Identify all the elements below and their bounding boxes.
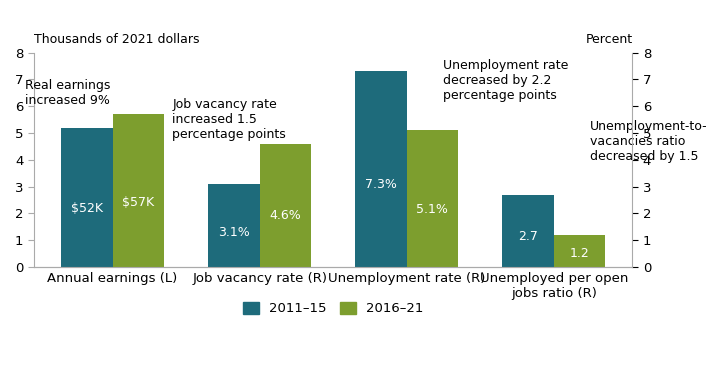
Bar: [554, 235, 605, 267]
Bar: [355, 72, 407, 267]
Bar: [502, 195, 554, 267]
Text: 3.1%: 3.1%: [218, 226, 250, 239]
Text: $57K: $57K: [123, 196, 154, 209]
Text: $52K: $52K: [71, 202, 103, 215]
Text: 4.6%: 4.6%: [270, 209, 302, 222]
Text: 2.7: 2.7: [518, 230, 538, 243]
Text: Job vacancy rate
increased 1.5
percentage points: Job vacancy rate increased 1.5 percentag…: [172, 98, 286, 141]
Text: Thousands of 2021 dollars: Thousands of 2021 dollars: [34, 33, 199, 46]
Bar: [208, 184, 260, 267]
Text: Unemployment rate
decreased by 2.2
percentage points: Unemployment rate decreased by 2.2 perce…: [443, 59, 568, 102]
Text: Real earnings
increased 9%: Real earnings increased 9%: [25, 79, 110, 108]
Bar: [407, 130, 458, 267]
Text: 1.2: 1.2: [570, 247, 589, 260]
Bar: [112, 114, 164, 267]
Text: Unemployment-to-
vacancies ratio
decreased by 1.5: Unemployment-to- vacancies ratio decreas…: [589, 120, 708, 163]
Text: 5.1%: 5.1%: [416, 203, 448, 216]
Text: 7.3%: 7.3%: [365, 178, 397, 191]
Legend: 2011–15, 2016–21: 2011–15, 2016–21: [238, 296, 429, 321]
Text: Percent: Percent: [585, 33, 632, 46]
Bar: [260, 144, 311, 267]
Bar: [61, 128, 112, 267]
